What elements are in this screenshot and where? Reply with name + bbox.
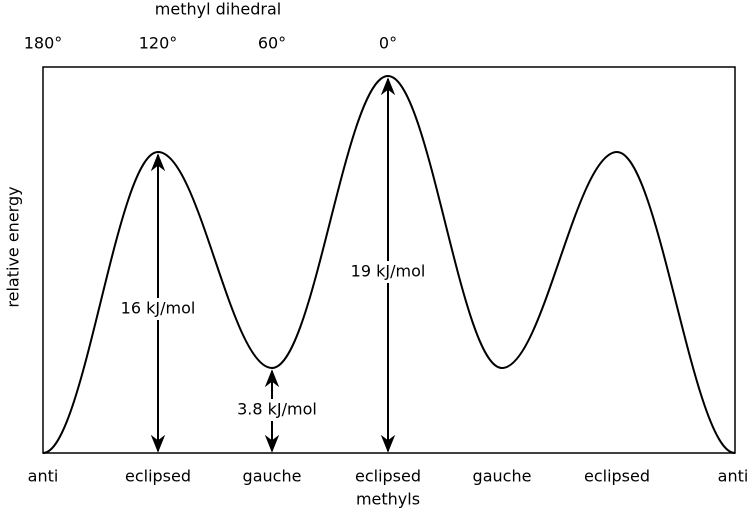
barrier-label: 16 kJ/mol bbox=[121, 299, 196, 318]
axis-title: methyl dihedral bbox=[155, 0, 281, 19]
conformation-label: eclipsed bbox=[125, 467, 191, 486]
barrier-label: 3.8 kJ/mol bbox=[237, 400, 317, 419]
dihedral-tick: 0° bbox=[379, 34, 397, 53]
conformation-note: methyls bbox=[356, 490, 420, 509]
conformation-label: gauche bbox=[243, 467, 302, 486]
conformation-label: anti bbox=[28, 467, 59, 486]
barrier-label: 19 kJ/mol bbox=[351, 262, 426, 281]
conformation-label: anti bbox=[718, 467, 749, 486]
conformation-label: gauche bbox=[473, 467, 532, 486]
conformation-label: eclipsed bbox=[584, 467, 650, 486]
label-bg bbox=[228, 399, 326, 421]
dihedral-tick: 60° bbox=[258, 34, 286, 53]
dihedral-tick: 120° bbox=[139, 34, 178, 53]
energy-curve bbox=[42, 74, 736, 454]
y-label: relative energy bbox=[4, 186, 23, 307]
label-bg bbox=[115, 298, 201, 320]
conformation-label: eclipsed bbox=[355, 467, 421, 486]
plot-frame bbox=[42, 66, 736, 454]
dihedral-tick: 180° bbox=[24, 34, 63, 53]
label-bg bbox=[345, 261, 431, 283]
